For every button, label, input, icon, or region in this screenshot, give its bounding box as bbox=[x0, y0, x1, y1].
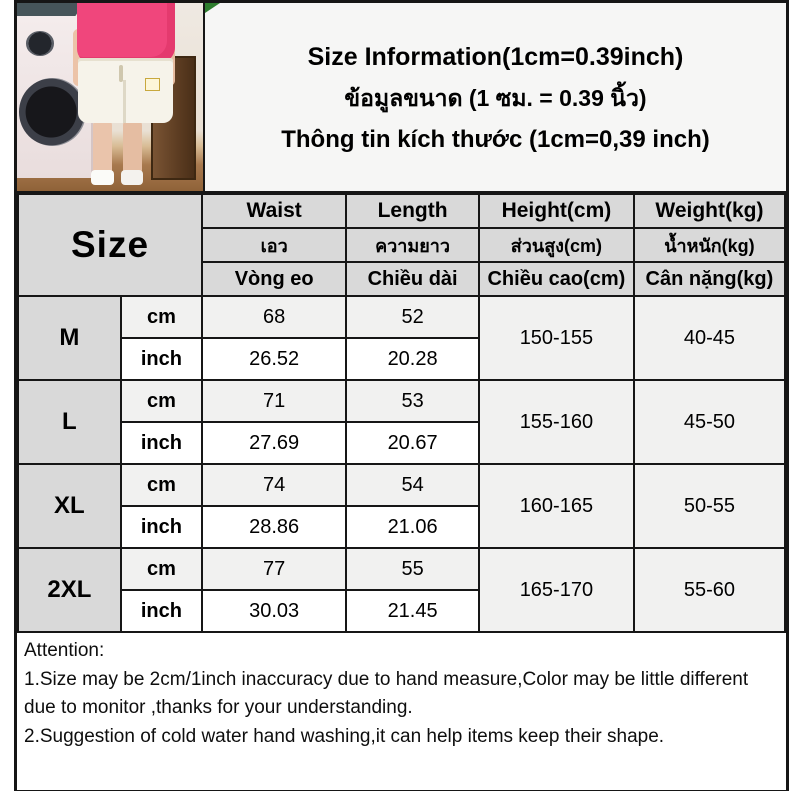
size-label-m: M bbox=[17, 295, 122, 381]
length-inch-xl: 21.06 bbox=[345, 505, 480, 549]
title-block: Size Information(1cm=0.39inch) ข้อมูลขนา… bbox=[205, 3, 786, 191]
waist-inch-xl: 28.86 bbox=[201, 505, 348, 549]
waist-cm-2xl: 77 bbox=[201, 547, 348, 591]
washer-drum bbox=[18, 78, 86, 146]
size-label-l: L bbox=[17, 379, 122, 465]
table-row: L cm 71 53 155-160 45-50 bbox=[17, 379, 787, 465]
title-vietnamese: Thông tin kích thước (1cm=0,39 inch) bbox=[281, 125, 710, 153]
model-leg-right bbox=[123, 121, 142, 175]
col-header-waist-en: Waist bbox=[201, 193, 348, 229]
model-sandal-left bbox=[91, 170, 114, 186]
top-section: Size Information(1cm=0.39inch) ข้อมูลขนา… bbox=[17, 3, 786, 193]
col-header-height-en: Height(cm) bbox=[477, 193, 635, 229]
shorts-drawstring bbox=[119, 65, 124, 82]
unit-label: cm bbox=[119, 295, 204, 339]
table-row: inch 27.69 20.67 bbox=[18, 421, 785, 465]
weight-xl: 50-55 bbox=[632, 463, 787, 549]
title-english: Size Information(1cm=0.39inch) bbox=[307, 42, 684, 71]
height-m: 150-155 bbox=[477, 295, 635, 381]
unit-label: inch bbox=[119, 589, 204, 633]
col-header-weight-en: Weight(kg) bbox=[632, 193, 787, 229]
table-row: inch 30.03 21.45 bbox=[18, 589, 785, 633]
table-row: inch 26.52 20.28 bbox=[18, 337, 785, 381]
header-row-en: Size Waist Length Height(cm) Weight(kg) bbox=[16, 193, 787, 297]
table-row: M cm 68 52 150-155 40-45 bbox=[17, 295, 787, 381]
col-header-weight-vi: Cân nặng(kg) bbox=[632, 261, 787, 297]
weight-2xl: 55-60 bbox=[632, 547, 787, 633]
size-chart-panel: Size Information(1cm=0.39inch) ข้อมูลขนา… bbox=[14, 0, 789, 791]
attention-line-1: 1.Size may be 2cm/1inch inaccuracy due t… bbox=[24, 668, 749, 690]
height-xl: 160-165 bbox=[477, 463, 635, 549]
washer-door-top bbox=[26, 31, 55, 56]
model-pink-shirt bbox=[76, 3, 176, 64]
col-header-height-th: ส่วนสูง(cm) bbox=[477, 227, 635, 263]
attention-line-3: 2.Suggestion of cold water hand washing,… bbox=[24, 725, 665, 747]
col-header-length-th: ความยาว bbox=[345, 227, 480, 263]
length-cm-2xl: 55 bbox=[345, 547, 480, 591]
table-row: 2XL cm 77 55 165-170 55-60 bbox=[17, 547, 787, 633]
size-table: Size Waist Length Height(cm) Weight(kg) … bbox=[16, 193, 787, 633]
model-leg-left bbox=[93, 121, 112, 175]
col-header-waist-vi: Vòng eo bbox=[201, 261, 348, 297]
length-inch-l: 20.67 bbox=[345, 421, 480, 465]
waist-cm-l: 71 bbox=[201, 379, 348, 423]
waist-inch-l: 27.69 bbox=[201, 421, 348, 465]
model-arm-left bbox=[72, 29, 84, 86]
weight-l: 45-50 bbox=[632, 379, 787, 465]
weight-m: 40-45 bbox=[632, 295, 787, 381]
col-header-height-vi: Chiều cao(cm) bbox=[477, 261, 635, 297]
shorts-badge bbox=[145, 78, 161, 92]
size-label-xl: XL bbox=[17, 463, 122, 549]
unit-label: cm bbox=[119, 379, 204, 423]
height-2xl: 165-170 bbox=[477, 547, 635, 633]
attention-line-2: due to monitor ,thanks for your understa… bbox=[24, 697, 413, 718]
length-inch-2xl: 21.45 bbox=[345, 589, 480, 633]
green-corner-icon bbox=[205, 3, 220, 13]
unit-label: inch bbox=[119, 337, 204, 381]
col-header-length-vi: Chiều dài bbox=[345, 261, 480, 297]
header-row-th: เอว ความยาว ส่วนสูง(cm) น้ำหนัก(kg) bbox=[18, 227, 787, 263]
waist-cm-m: 68 bbox=[201, 295, 348, 339]
product-photo bbox=[17, 3, 205, 191]
title-thai: ข้อมูลขนาด (1 ซม. = 0.39 นิ้ว) bbox=[344, 84, 647, 111]
col-header-waist-th: เอว bbox=[201, 227, 348, 263]
unit-label: cm bbox=[119, 463, 204, 507]
waist-inch-2xl: 30.03 bbox=[201, 589, 348, 633]
header-row-vi: Vòng eo Chiều dài Chiều cao(cm) Cân nặng… bbox=[18, 261, 787, 297]
size-header-cell: Size bbox=[16, 193, 204, 297]
height-l: 155-160 bbox=[477, 379, 635, 465]
waist-cm-xl: 74 bbox=[201, 463, 348, 507]
unit-label: inch bbox=[119, 505, 204, 549]
shorts-center-seam bbox=[123, 80, 126, 124]
length-inch-m: 20.28 bbox=[345, 337, 480, 381]
model-sandal-right bbox=[121, 170, 144, 186]
attention-notes: Attention: 1.Size may be 2cm/1inch inacc… bbox=[17, 633, 786, 790]
table-row: inch 28.86 21.06 bbox=[18, 505, 785, 549]
size-label-2xl: 2XL bbox=[17, 547, 122, 633]
length-cm-m: 52 bbox=[345, 295, 480, 339]
col-header-length-en: Length bbox=[345, 193, 480, 229]
table-row: XL cm 74 54 160-165 50-55 bbox=[17, 463, 787, 549]
col-header-weight-th: น้ำหนัก(kg) bbox=[632, 227, 787, 263]
length-cm-l: 53 bbox=[345, 379, 480, 423]
attention-title: Attention: bbox=[24, 640, 105, 661]
length-cm-xl: 54 bbox=[345, 463, 480, 507]
waist-inch-m: 26.52 bbox=[201, 337, 348, 381]
unit-label: cm bbox=[119, 547, 204, 591]
unit-label: inch bbox=[119, 421, 204, 465]
